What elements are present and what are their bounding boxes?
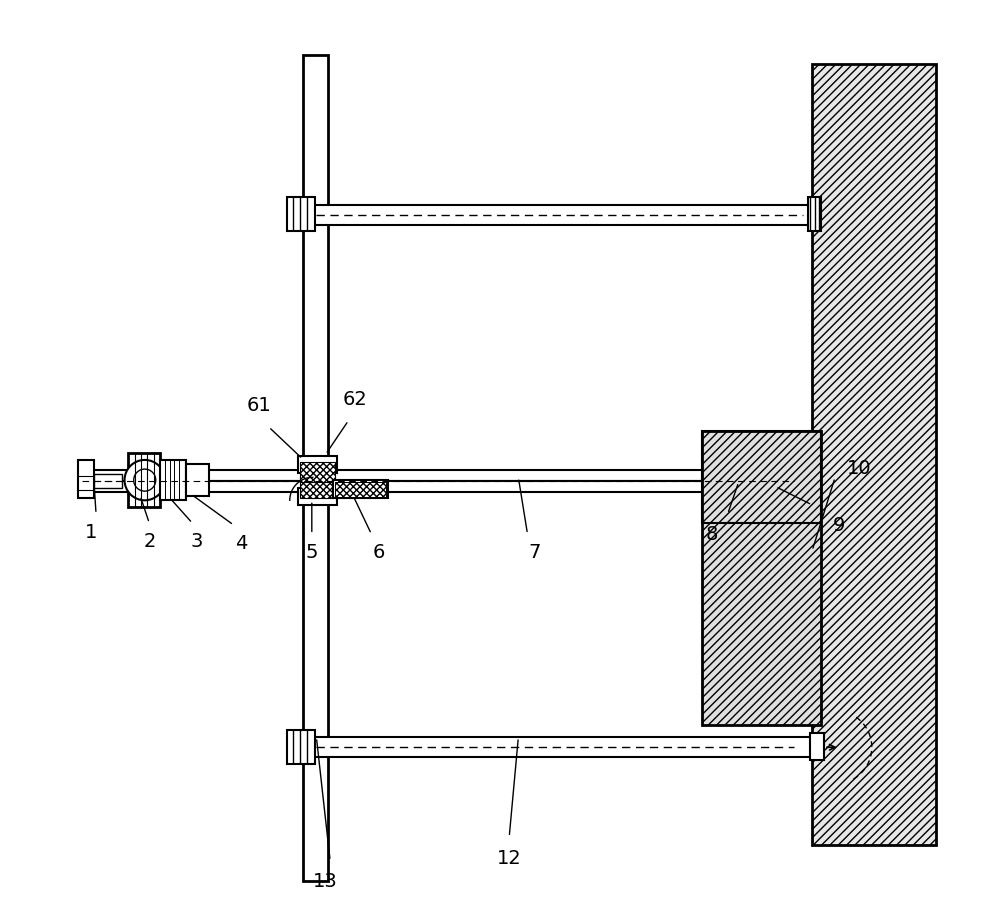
Bar [736, 458, 769, 498]
Text: 8: 8 [706, 525, 718, 544]
Text: 9: 9 [832, 516, 845, 535]
Bar [298, 456, 337, 473]
Bar [734, 456, 771, 500]
Text: 10: 10 [847, 459, 872, 477]
Bar [702, 431, 821, 523]
Bar [186, 464, 209, 496]
Text: 3: 3 [191, 532, 203, 552]
Bar [160, 460, 186, 500]
Bar [128, 453, 160, 507]
Bar [303, 55, 328, 881]
Bar [810, 733, 824, 760]
Bar [82, 470, 794, 481]
Bar [94, 474, 122, 488]
Text: 5: 5 [306, 543, 318, 563]
Bar [312, 737, 812, 757]
Text: 4: 4 [235, 534, 247, 554]
Bar [78, 460, 94, 498]
Bar [287, 197, 315, 231]
Bar [808, 197, 821, 231]
Bar [300, 462, 335, 482]
Bar [300, 477, 335, 498]
Text: 7: 7 [529, 543, 541, 563]
Bar [287, 730, 315, 764]
Text: 6: 6 [373, 543, 385, 563]
Bar [812, 64, 936, 845]
Text: 12: 12 [497, 849, 522, 868]
Bar [312, 205, 812, 225]
Bar [333, 480, 388, 498]
Text: 13: 13 [313, 872, 338, 891]
Text: 61: 61 [247, 396, 272, 415]
Text: 62: 62 [343, 389, 367, 409]
Text: 2: 2 [143, 532, 156, 552]
Bar [702, 431, 821, 725]
Bar [298, 488, 337, 505]
Text: 1: 1 [85, 523, 98, 543]
Circle shape [125, 460, 165, 500]
Bar [335, 482, 386, 497]
Bar [82, 481, 794, 492]
